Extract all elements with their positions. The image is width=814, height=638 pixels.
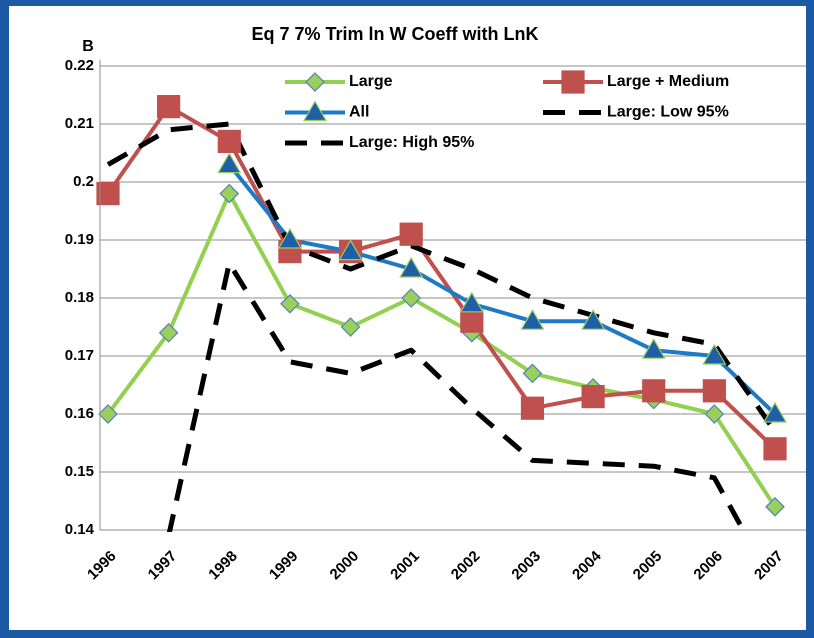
- y-tick-label: 0.17: [65, 347, 94, 364]
- marker: [280, 293, 300, 314]
- chart-title: Eq 7 7% Trim ln W Coeff with LnK: [251, 24, 538, 44]
- marker: [340, 317, 361, 337]
- y-axis-label: B: [82, 38, 94, 55]
- marker: [762, 401, 788, 423]
- y-tick-label: 0.15: [65, 463, 94, 480]
- chart-background: [9, 6, 806, 630]
- marker: [158, 322, 179, 343]
- marker: [399, 222, 423, 246]
- marker: [581, 385, 605, 409]
- marker: [219, 183, 240, 204]
- marker: [704, 404, 725, 424]
- legend-marker: [305, 72, 325, 92]
- legend: Large Large + Medium All Large: Low 95% Larg…: [285, 70, 729, 151]
- legend-marker: [302, 100, 328, 122]
- marker: [98, 404, 118, 424]
- legend-label: Large + Medium: [607, 73, 729, 90]
- y-tick-label: 0.18: [65, 289, 94, 306]
- legend-label: Large: [349, 73, 393, 90]
- legend-label: Large: High 95%: [349, 134, 474, 151]
- marker: [642, 379, 666, 403]
- marker: [522, 363, 543, 384]
- legend-marker: [561, 70, 585, 94]
- marker: [399, 256, 424, 278]
- y-tick-label: 0.2: [73, 173, 94, 190]
- marker: [641, 338, 666, 359]
- legend-label: Large: Low 95%: [607, 104, 729, 121]
- line: [227, 163, 777, 416]
- marker: [520, 396, 545, 420]
- marker: [277, 227, 302, 249]
- marker: [217, 129, 241, 153]
- marker: [460, 309, 484, 333]
- marker: [765, 496, 785, 517]
- y-tick-label: 0.22: [65, 57, 94, 74]
- y-tick-label: 0.21: [65, 115, 94, 132]
- y-tick-label: 0.14: [65, 521, 95, 538]
- markers: [96, 94, 788, 517]
- marker: [401, 288, 422, 308]
- marker: [459, 291, 484, 313]
- marker: [702, 379, 726, 403]
- marker: [702, 343, 727, 365]
- y-tick-label: 0.16: [65, 405, 94, 422]
- grid: [100, 65, 806, 531]
- marker: [157, 94, 181, 119]
- dashed-line: [106, 121, 778, 433]
- marker: [763, 437, 787, 461]
- legend-label: All: [349, 104, 369, 121]
- marker: [96, 182, 120, 206]
- marker: [217, 152, 242, 174]
- y-tick-label: 0.19: [65, 231, 94, 248]
- marker: [338, 239, 363, 261]
- marker: [520, 309, 545, 330]
- marker: [581, 309, 606, 330]
